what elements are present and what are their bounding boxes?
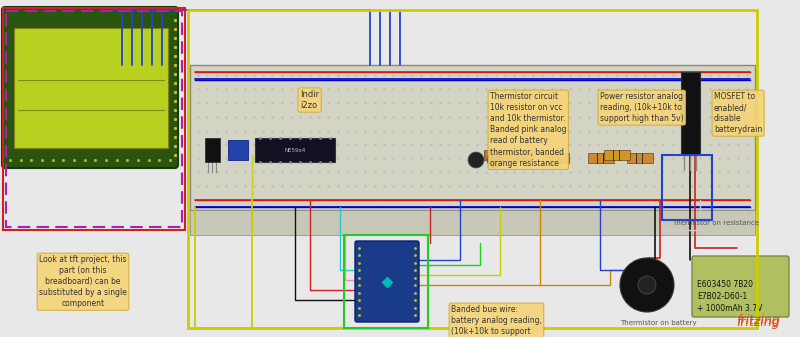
Bar [543,153,569,163]
Bar [255,138,335,162]
Bar [3,8,185,230]
Bar [507,150,533,160]
FancyBboxPatch shape [355,241,419,322]
Circle shape [620,258,674,312]
Text: E603450 7B20
E7B02-D60-1
+ 1000mAh 3.7V: E603450 7B20 E7B02-D60-1 + 1000mAh 3.7V [697,280,762,313]
Bar [484,150,510,160]
Bar [14,28,168,148]
Bar [188,10,757,328]
Text: Indir
i2zo: Indir i2zo [300,90,319,110]
Bar [588,153,614,163]
Text: Thermistor on resistance: Thermistor on resistance [672,220,759,226]
Bar [681,72,700,155]
Bar [205,138,220,162]
Bar [662,155,712,220]
Text: fritzing: fritzing [736,315,780,329]
Text: Banded bue wire:
battery analog reading,
(10k+10k to support
high than 5v): Banded bue wire: battery analog reading,… [451,305,542,337]
Bar [344,235,428,328]
Circle shape [468,152,484,168]
Text: Power resistor analog
reading, (10k+10k to
support high than 5v): Power resistor analog reading, (10k+10k … [600,92,684,123]
Text: MOSFET to
enabled/
disable
batterydrain: MOSFET to enabled/ disable batterydrain [714,92,762,134]
Text: NE59x4: NE59x4 [284,148,306,153]
Bar [190,65,755,210]
Text: fritzing: fritzing [736,314,780,327]
Bar [627,153,653,163]
Bar [604,150,630,160]
Bar [228,140,248,160]
Text: Look at tft project, this
part (on this
breadboard) can be
substituted by a sing: Look at tft project, this part (on this … [39,255,127,308]
FancyBboxPatch shape [692,256,789,317]
FancyBboxPatch shape [2,7,178,168]
Circle shape [487,152,503,168]
Bar [190,210,755,235]
Text: Thermistor circuit
10k resistor on vcc
and 10k thermistor.
Banded pink analog
re: Thermistor circuit 10k resistor on vcc a… [490,92,566,167]
Text: Thermistor on battery: Thermistor on battery [620,320,697,326]
Bar [6,11,182,227]
Circle shape [638,276,656,294]
